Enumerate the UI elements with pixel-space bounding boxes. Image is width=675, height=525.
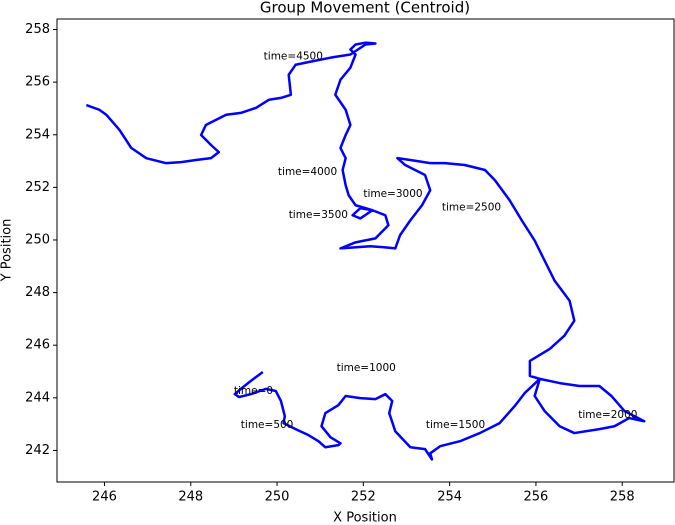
y-tick-label: 258: [25, 22, 50, 37]
trajectory-line: [85, 41, 646, 461]
x-tick-label: 254: [437, 490, 462, 505]
x-tick-label: 252: [351, 490, 376, 505]
annotation: time=500: [241, 419, 294, 431]
annotation: time=4500: [264, 51, 323, 63]
annotation: time=1500: [426, 419, 485, 431]
x-tick-label: 246: [92, 490, 117, 505]
x-tick-label: 250: [265, 490, 290, 505]
x-tick-label: 258: [610, 490, 635, 505]
annotation: time=3000: [363, 188, 422, 200]
y-tick-label: 254: [25, 127, 50, 142]
y-tick-label: 244: [25, 390, 50, 405]
annotation: time=2500: [442, 201, 501, 213]
annotation: time=2000: [578, 409, 637, 421]
annotation: time=0: [234, 385, 273, 397]
annotation: time=1000: [337, 362, 396, 374]
annotation: time=3500: [289, 209, 348, 221]
x-tick-label: 256: [524, 490, 549, 505]
y-tick-label: 248: [25, 285, 50, 300]
y-tick-label: 252: [25, 180, 50, 195]
y-axis-label: Y Position: [0, 219, 15, 283]
x-axis-label: X Position: [333, 511, 397, 525]
y-tick-label: 246: [25, 338, 50, 353]
y-tick-label: 256: [25, 75, 50, 90]
chart-title: Group Movement (Centroid): [260, 0, 470, 17]
x-tick-label: 248: [178, 490, 203, 505]
plot-frame: [56, 18, 675, 483]
y-tick-label: 242: [25, 443, 50, 458]
annotation: time=4000: [278, 166, 337, 178]
y-tick-label: 250: [25, 232, 50, 247]
